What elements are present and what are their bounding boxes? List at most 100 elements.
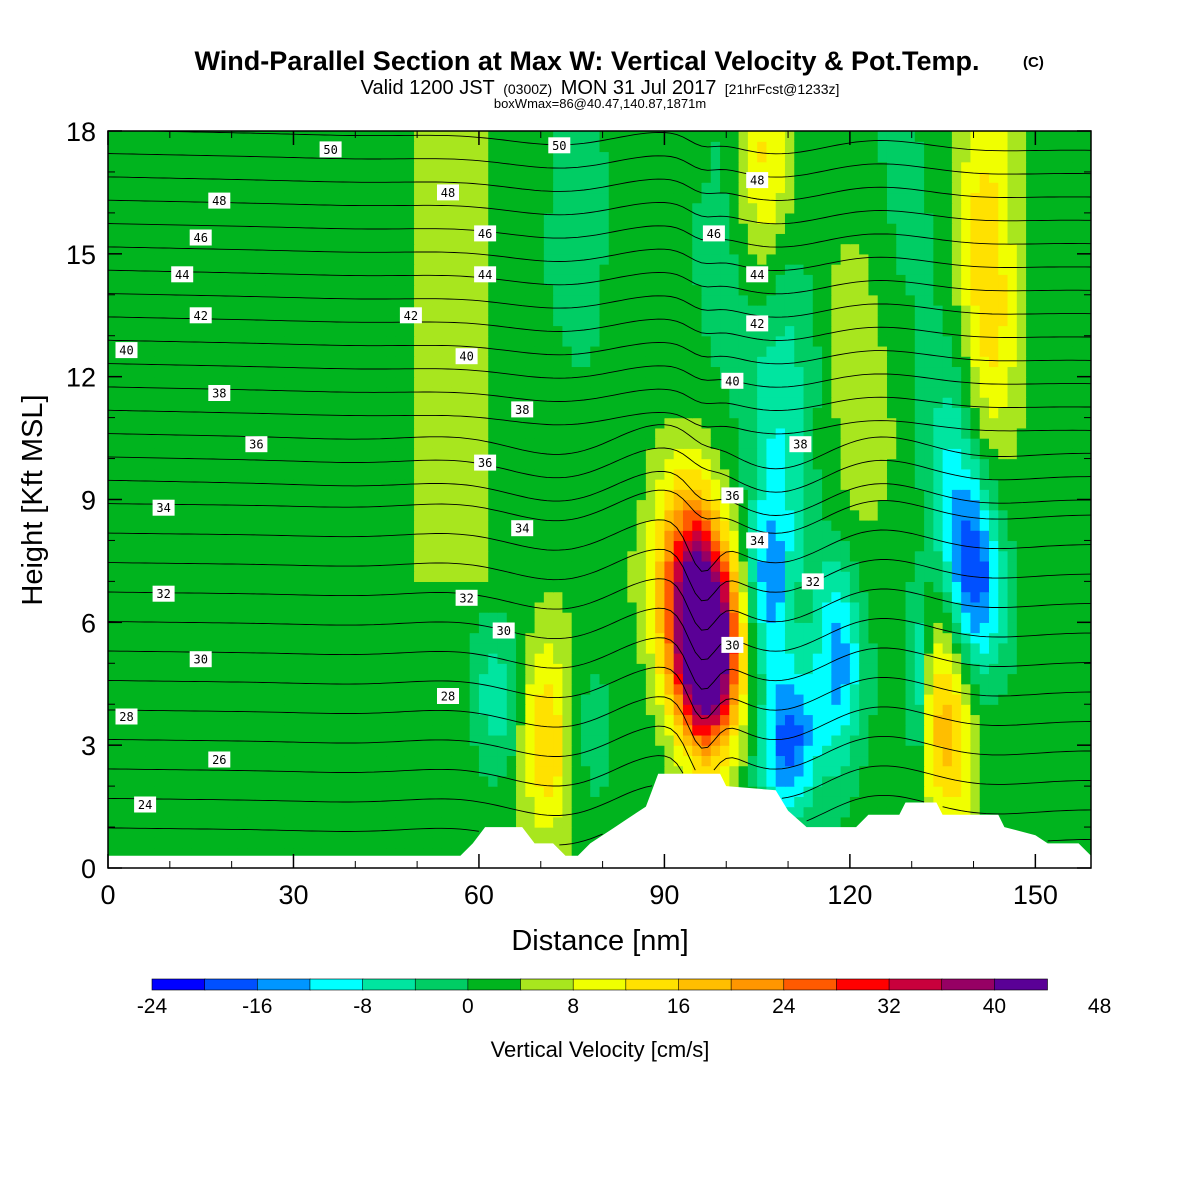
- velocity-cell: [1026, 714, 1036, 726]
- velocity-cell: [1063, 612, 1074, 623]
- velocity-cell: [516, 693, 526, 705]
- velocity-cell: [571, 509, 582, 521]
- velocity-cell: [998, 775, 1009, 787]
- velocity-cell: [414, 745, 424, 757]
- velocity-cell: [210, 468, 220, 480]
- velocity-cell: [423, 653, 434, 664]
- velocity-cell: [404, 550, 415, 562]
- velocity-cell: [108, 530, 118, 542]
- velocity-cell: [349, 786, 359, 797]
- velocity-cell: [376, 734, 387, 746]
- velocity-cell: [664, 509, 675, 521]
- velocity-cell: [729, 479, 740, 490]
- velocity-cell: [469, 601, 480, 613]
- velocity-cell: [580, 734, 591, 746]
- velocity-cell: [163, 489, 174, 501]
- velocity-cell: [219, 837, 230, 849]
- velocity-cell: [145, 755, 155, 767]
- velocity-cell: [905, 775, 916, 787]
- velocity-cell: [655, 417, 666, 429]
- velocity-cell: [219, 632, 230, 644]
- velocity-cell: [330, 468, 341, 480]
- velocity-cell: [516, 571, 526, 582]
- velocity-cell: [608, 775, 619, 787]
- velocity-cell: [108, 458, 118, 470]
- velocity-cell: [886, 509, 897, 521]
- velocity-cell: [580, 458, 591, 470]
- velocity-cell: [998, 642, 1009, 654]
- velocity-cell: [478, 438, 489, 449]
- velocity-cell: [349, 407, 359, 419]
- velocity-cell: [117, 386, 128, 398]
- velocity-cell: [135, 755, 146, 767]
- velocity-cell: [219, 622, 230, 634]
- velocity-cell: [562, 704, 573, 716]
- velocity-cell: [478, 714, 489, 726]
- velocity-cell: [905, 765, 916, 777]
- velocity-cell: [905, 489, 916, 501]
- velocity-cell: [163, 724, 174, 736]
- velocity-cell: [1072, 683, 1083, 695]
- velocity-cell: [590, 601, 601, 613]
- velocity-cell: [951, 427, 962, 439]
- velocity-cell: [441, 653, 452, 664]
- velocity-cell: [312, 489, 322, 501]
- velocity-cell: [172, 519, 183, 531]
- velocity-cell: [868, 489, 879, 501]
- velocity-cell: [330, 571, 341, 582]
- velocity-cell: [117, 509, 128, 521]
- velocity-cell: [441, 632, 452, 644]
- velocity-cell: [859, 519, 870, 531]
- velocity-cell: [812, 622, 823, 634]
- velocity-cell: [757, 550, 768, 562]
- velocity-cell: [182, 427, 193, 439]
- velocity-cell: [469, 806, 480, 818]
- velocity-cell: [766, 571, 777, 582]
- velocity-cell: [358, 591, 369, 603]
- velocity-cell: [859, 632, 870, 644]
- velocity-cell: [367, 530, 378, 542]
- velocity-cell: [135, 407, 146, 419]
- velocity-cell: [757, 417, 768, 429]
- velocity-cell: [766, 550, 777, 562]
- velocity-cell: [200, 837, 211, 849]
- velocity-cell: [265, 755, 276, 767]
- velocity-cell: [488, 479, 499, 490]
- velocity-cell: [998, 417, 1009, 429]
- velocity-cell: [274, 724, 285, 736]
- velocity-cell: [525, 386, 536, 398]
- velocity-cell: [886, 806, 897, 818]
- velocity-cell: [1072, 653, 1083, 664]
- velocity-cell: [293, 816, 304, 828]
- velocity-cell: [414, 560, 424, 572]
- velocity-cell: [608, 632, 619, 644]
- velocity-cell: [766, 397, 777, 408]
- velocity-cell: [293, 734, 304, 746]
- velocity-cell: [191, 612, 202, 623]
- velocity-cell: [655, 734, 666, 746]
- velocity-cell: [627, 693, 638, 705]
- velocity-cell: [117, 438, 128, 449]
- velocity-cell: [1016, 468, 1027, 480]
- velocity-cell: [1044, 591, 1055, 603]
- velocity-cell: [312, 714, 322, 726]
- velocity-cell: [1026, 622, 1036, 634]
- velocity-cell: [478, 489, 489, 501]
- velocity-cell: [562, 571, 573, 582]
- velocity-cell: [998, 458, 1009, 470]
- velocity-cell: [933, 509, 944, 521]
- velocity-cell: [497, 479, 508, 490]
- velocity-cell: [571, 427, 582, 439]
- velocity-cell: [237, 591, 248, 603]
- velocity-cell: [386, 550, 397, 562]
- velocity-cell: [580, 427, 591, 439]
- velocity-cell: [627, 479, 638, 490]
- velocity-cell: [376, 448, 387, 460]
- velocity-cell: [775, 499, 786, 511]
- velocity-cell: [784, 663, 795, 675]
- velocity-cell: [404, 693, 415, 705]
- velocity-cell: [228, 837, 239, 849]
- velocity-cell: [664, 724, 675, 736]
- velocity-cell: [942, 745, 953, 757]
- velocity-cell: [219, 448, 230, 460]
